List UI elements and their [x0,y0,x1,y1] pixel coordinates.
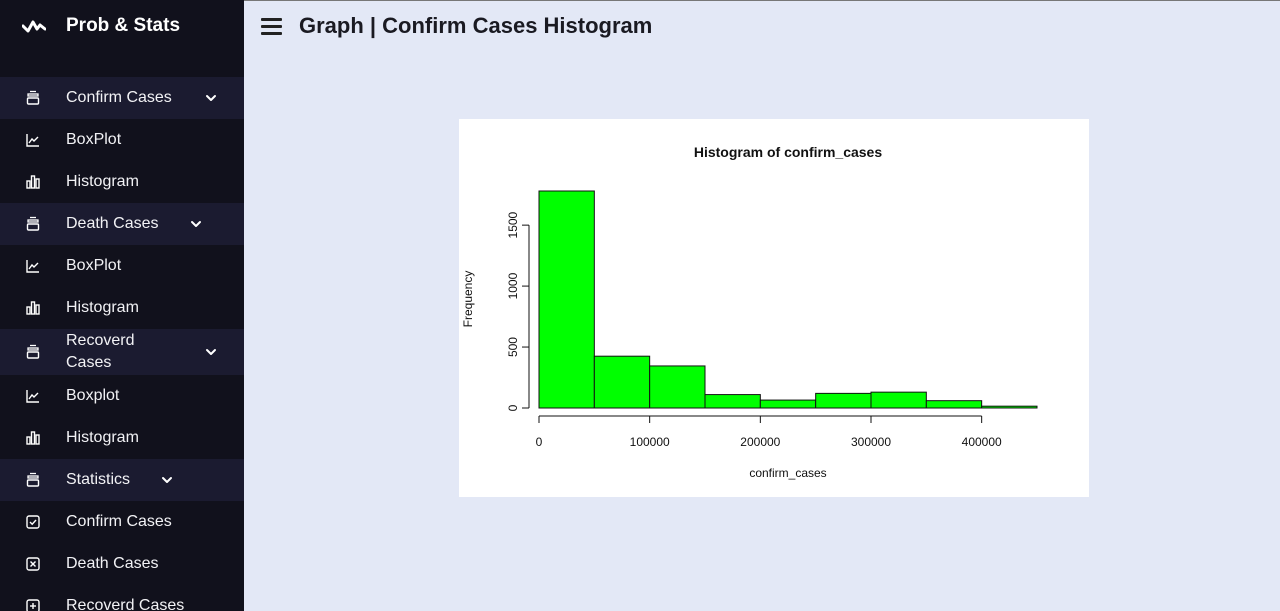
sidebar-item-histogram[interactable]: Histogram [0,161,244,203]
layers-icon [24,215,42,233]
menu-toggle-icon[interactable] [261,17,283,35]
y-tick-label: 1000 [506,272,520,299]
sidebar-item-label: Recoverd Cases [66,597,185,611]
app-title: Prob & Stats [66,15,181,36]
histogram-bar-2 [649,365,706,409]
sidebar-item-boxplot[interactable]: BoxPlot [0,119,244,161]
histogram-bar-0 [538,190,595,409]
chevron-down-icon[interactable] [204,91,218,105]
layers-icon [24,89,42,107]
bar-chart-icon [24,299,42,317]
x-tick-label: 100000 [630,435,670,449]
sidebar-item-label: Recoverd Cases [66,332,135,371]
sidebar-group-statistics[interactable]: Statistics [0,459,244,501]
chart-title: Histogram of confirm_cases [694,144,882,160]
pulse-logo-icon [21,18,47,34]
chart-y-axis-label: Frequency [461,271,475,328]
sidebar-item-death-cases[interactable]: Death Cases [0,543,244,585]
plus-square-icon [24,597,42,611]
page-title: Graph | Confirm Cases Histogram [299,13,653,38]
bar-chart-icon [24,429,42,447]
histogram-bar-7 [925,400,983,409]
histogram-bar-5 [815,392,872,409]
chart-x-axis-label: confirm_cases [749,466,826,480]
sidebar-item-label: BoxPlot [66,257,122,274]
sidebar-item-histogram[interactable]: Histogram [0,417,244,459]
histogram-bar-6 [870,391,927,409]
sidebar-item-label: Boxplot [66,387,120,404]
chevron-down-icon[interactable] [160,473,174,487]
chevron-down-icon[interactable] [204,345,218,359]
sidebar-item-label: Statistics [66,471,131,488]
y-tick-label: 1500 [506,211,520,238]
sidebar-group-recoverd-cases[interactable]: Recoverd Cases [0,329,244,375]
sidebar-item-label: Death Cases [66,555,159,572]
header: Graph | Confirm Cases Histogram [244,0,1280,52]
line-chart-icon [24,257,42,275]
x-tick-label: 0 [536,435,543,449]
histogram-bar-8 [981,405,1038,409]
sidebar-item-label: Confirm Cases [66,513,172,530]
sidebar-item-histogram[interactable]: Histogram [0,287,244,329]
chart-axes: 0 100000 200000 300000 400000 0 500 1000 1500 [506,211,1002,449]
histogram-card: Histogram of confirm_cases confirm_cases… [459,119,1089,497]
layers-icon [24,343,42,361]
sidebar-item-label: Confirm Cases [66,89,172,106]
sidebar-item-boxplot[interactable]: BoxPlot [0,245,244,287]
layers-icon [24,471,42,489]
sidebar-item-label: BoxPlot [66,131,122,148]
sidebar-group-death-cases[interactable]: Death Cases [0,203,244,245]
x-tick-label: 300000 [851,435,891,449]
y-tick-label: 500 [506,337,520,357]
x-square-icon [24,555,42,573]
sidebar-item-label: Histogram [66,429,139,446]
sidebar-item-confirm-cases[interactable]: Confirm Cases [0,501,244,543]
histogram-chart: Histogram of confirm_cases confirm_cases… [461,144,1038,480]
sidebar-item-boxplot[interactable]: Boxplot [0,375,244,417]
sidebar-item-label: Death Cases [66,215,159,232]
chevron-down-icon[interactable] [189,217,203,231]
histogram-bar-4 [759,399,817,409]
line-chart-icon [24,131,42,149]
sidebar-item-label: Histogram [66,173,139,190]
sidebar: Prob & Stats Confirm Cases BoxPlot Histogr… [0,0,244,611]
sidebar-item-label: Histogram [66,299,139,316]
histogram-bar-3 [704,394,761,409]
histogram-bar-1 [593,355,651,409]
line-chart-icon [24,387,42,405]
x-tick-label: 400000 [962,435,1002,449]
x-tick-label: 200000 [740,435,780,449]
chart-bars [538,190,1038,409]
check-square-icon [24,513,42,531]
bar-chart-icon [24,173,42,191]
sidebar-group-confirm-cases[interactable]: Confirm Cases [0,77,244,119]
sidebar-item-recoverd-cases[interactable]: Recoverd Cases [0,585,244,611]
brand[interactable]: Prob & Stats [0,0,244,52]
y-tick-label: 0 [506,404,520,411]
